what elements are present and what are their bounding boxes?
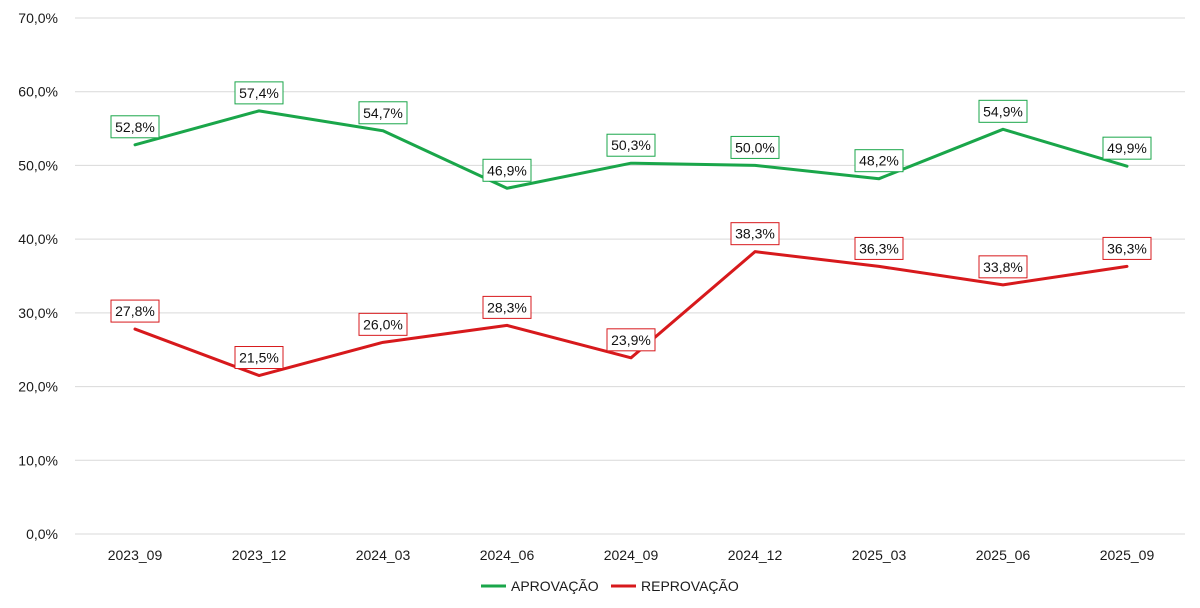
data-label: 27,8% (110, 299, 160, 323)
data-label-text: 36,3% (859, 240, 899, 256)
data-label-text: 50,0% (735, 139, 775, 155)
x-tick-label: 2023_12 (232, 547, 287, 563)
y-tick-label: 70,0% (18, 10, 58, 26)
data-label-text: 38,3% (735, 226, 775, 242)
y-tick-label: 30,0% (18, 305, 58, 321)
data-label-text: 21,5% (239, 350, 279, 366)
data-label-text: 23,9% (611, 332, 651, 348)
data-label-text: 54,9% (983, 103, 1023, 119)
x-tick-label: 2025_06 (976, 547, 1031, 563)
data-label-text: 27,8% (115, 303, 155, 319)
y-axis-ticks: 0,0% 10,0% 20,0% 30,0% 40,0% 50,0% 60,0% 70,0% (18, 10, 58, 542)
data-label-text: 49,9% (1107, 140, 1147, 156)
data-labels: 52,8% 57,4% 54,7% 46,9% 50,3% 50,0% 48,2% 54,9%… (110, 81, 1152, 370)
series-line-0 (133, 109, 1129, 190)
data-label: 23,9% (606, 328, 656, 352)
data-label-text: 50,3% (611, 137, 651, 153)
y-tick-label: 10,0% (18, 452, 58, 468)
data-label: 38,3% (730, 222, 780, 246)
x-axis-ticks: 2023_09 2023_12 2024_03 2024_06 2024_09 2024_… (108, 547, 1155, 563)
data-label: 26,0% (358, 312, 408, 336)
legend-label: APROVAÇÃO (511, 578, 599, 594)
data-label: 49,9% (1102, 136, 1152, 160)
x-tick-label: 2025_03 (852, 547, 907, 563)
data-label-text: 36,3% (1107, 240, 1147, 256)
data-label: 50,3% (606, 133, 656, 157)
y-tick-label: 0,0% (26, 526, 58, 542)
legend: APROVAÇÃO REPROVAÇÃO (481, 578, 739, 594)
x-tick-label: 2024_03 (356, 547, 411, 563)
data-label: 48,2% (854, 149, 904, 173)
data-label: 46,9% (482, 158, 532, 182)
legend-item: REPROVAÇÃO (611, 578, 739, 594)
data-label: 21,5% (234, 346, 284, 370)
data-label: 57,4% (234, 81, 284, 105)
x-tick-label: 2024_06 (480, 547, 535, 563)
y-tick-label: 50,0% (18, 157, 58, 173)
data-label: 50,0% (730, 135, 780, 159)
x-tick-label: 2024_09 (604, 547, 659, 563)
data-label: 33,8% (978, 255, 1028, 279)
data-label: 54,7% (358, 101, 408, 125)
legend-item: APROVAÇÃO (481, 578, 599, 594)
data-label-text: 54,7% (363, 105, 403, 121)
data-label-text: 52,8% (115, 119, 155, 135)
series-line-1 (133, 250, 1129, 378)
x-tick-label: 2024_12 (728, 547, 783, 563)
data-label-text: 48,2% (859, 153, 899, 169)
data-label: 52,8% (110, 115, 160, 139)
x-tick-label: 2025_09 (1100, 547, 1155, 563)
data-label: 36,3% (854, 236, 904, 260)
legend-label: REPROVAÇÃO (641, 578, 739, 594)
data-label: 54,9% (978, 99, 1028, 123)
y-tick-label: 60,0% (18, 84, 58, 100)
data-label: 36,3% (1102, 236, 1152, 260)
x-tick-label: 2023_09 (108, 547, 163, 563)
data-label-text: 57,4% (239, 85, 279, 101)
data-label: 28,3% (482, 295, 532, 319)
data-label-text: 33,8% (983, 259, 1023, 275)
data-label-text: 26,0% (363, 316, 403, 332)
data-label-text: 46,9% (487, 162, 527, 178)
series-lines (133, 109, 1129, 378)
y-tick-label: 40,0% (18, 231, 58, 247)
data-label-text: 28,3% (487, 299, 527, 315)
y-tick-label: 20,0% (18, 379, 58, 395)
